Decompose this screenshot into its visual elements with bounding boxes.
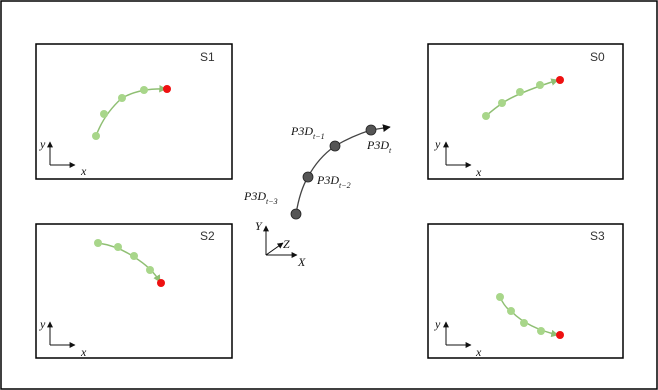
camera-panel-s3: S3 y x — [427, 223, 624, 359]
camera-panel-s0: S0 y x — [427, 43, 624, 180]
track-point — [507, 307, 515, 315]
track-point — [140, 86, 148, 94]
x-axis-label: x — [80, 345, 87, 359]
x-axis-label: x — [475, 165, 482, 179]
track-point — [146, 266, 154, 274]
track-point — [520, 319, 528, 327]
point-label-subscript: t−2 — [339, 181, 351, 190]
point-label-base: P3D — [243, 189, 266, 203]
track-point — [100, 110, 108, 118]
point-label-t-2: P3Dt−2 — [316, 173, 351, 190]
panel-frame — [35, 223, 233, 359]
track-point-current — [163, 85, 171, 93]
panel-label: S1 — [200, 50, 215, 64]
point-3d — [365, 124, 377, 136]
track-point — [537, 327, 545, 335]
panel-label: S2 — [200, 229, 215, 243]
track-point — [92, 132, 100, 140]
x-axis-label: x — [475, 345, 482, 359]
track-point — [118, 94, 126, 102]
track-point — [482, 112, 490, 120]
track-point — [130, 252, 138, 260]
axes-2d: y x — [39, 317, 87, 359]
camera-panel-s2: S2 y x — [35, 223, 233, 359]
point-label-base: P3D — [316, 173, 339, 187]
x-axis-3d-label: X — [297, 255, 306, 269]
camera-panel-s1: S1 y x — [35, 43, 233, 180]
track-point — [516, 88, 524, 96]
track-point — [114, 243, 122, 251]
trajectory-3d-curve — [295, 124, 391, 215]
point-label-t-1: P3Dt−1 — [290, 124, 325, 141]
point-label-t-3: P3Dt−3 — [243, 189, 278, 206]
axes-2d: y x — [434, 137, 482, 179]
track-point-current — [556, 331, 564, 339]
axes-2d: y x — [39, 137, 87, 178]
y-axis-label: y — [434, 317, 441, 331]
track-point-current — [157, 279, 165, 287]
panel-frame — [427, 43, 624, 180]
point-3d — [302, 171, 314, 183]
point-label-subscript: t−3 — [266, 197, 278, 206]
z-axis-3d-label: Z — [283, 237, 290, 251]
panel-label: S3 — [590, 229, 605, 243]
y-axis-label: y — [39, 317, 46, 331]
y-axis-3d-label: Y — [255, 219, 263, 233]
point-label-base: P3D — [366, 138, 389, 152]
y-axis-label: y — [39, 137, 46, 151]
point-3d — [290, 208, 302, 220]
trajectory-3d: P3Dt−3 P3Dt−2 P3Dt−1 P3Dt — [243, 124, 392, 220]
axes-2d: y x — [434, 317, 482, 359]
track-point — [536, 81, 544, 89]
panel-frame — [35, 43, 233, 180]
track-point — [94, 239, 102, 247]
panel-label: S0 — [590, 50, 605, 64]
track-point — [496, 293, 504, 301]
point-label-t: P3Dt — [366, 138, 392, 155]
point-label-subscript: t — [389, 146, 392, 155]
panel-frame — [427, 223, 624, 359]
point-3d — [329, 140, 341, 152]
track-point-current — [556, 76, 564, 84]
y-axis-label: y — [434, 137, 441, 151]
track-point — [498, 99, 506, 107]
point-label-subscript: t−1 — [313, 132, 325, 141]
point-label-base: P3D — [290, 124, 313, 138]
x-axis-label: x — [80, 164, 87, 178]
axes-3d: Y Z X — [255, 219, 306, 269]
